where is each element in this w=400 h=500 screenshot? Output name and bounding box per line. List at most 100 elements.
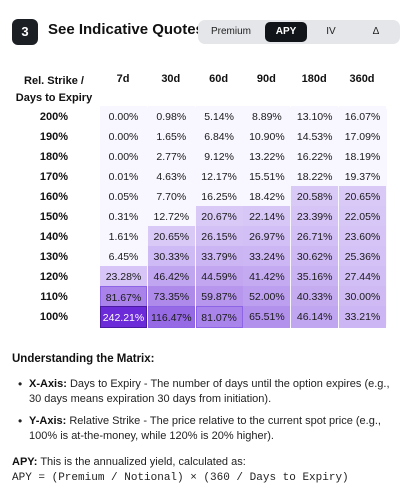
step-badge: 3 [12,19,38,45]
quote-cell[interactable]: 30.33% [147,246,195,268]
quote-cell[interactable]: 33.79% [195,246,243,268]
corner-label-line1: Rel. Strike / [24,75,84,87]
quote-cell[interactable]: 23.39% [291,206,339,228]
quote-cell[interactable]: 0.00% [100,146,147,168]
quote-cell[interactable]: 8.89% [243,106,291,128]
quote-cell[interactable]: 26.15% [195,226,243,248]
quote-cell[interactable]: 7.70% [147,186,195,208]
quote-cell[interactable]: 81.67% [100,286,147,308]
apy-text: This is the annualized yield, calculated… [40,456,246,468]
x-axis-text: Days to Expiry - The number of days unti… [29,378,390,405]
quote-cell[interactable]: 0.00% [100,126,147,148]
quote-cell[interactable]: 33.24% [243,246,291,268]
explanation-list: X-Axis: Days to Expiry - The number of d… [12,377,392,444]
quote-cell[interactable]: 18.42% [243,186,291,208]
row-label: 160% [39,191,69,203]
toggle-iv[interactable]: IV [326,26,336,37]
quote-cell[interactable]: 15.51% [243,166,291,188]
quote-cell[interactable]: 13.10% [291,106,339,128]
quote-cell[interactable]: 20.65% [339,186,386,208]
quote-cell[interactable]: 10.90% [243,126,291,148]
row-label: 150% [39,211,69,223]
quote-cell[interactable]: 20.67% [195,206,243,228]
quote-cell[interactable]: 26.71% [291,226,339,248]
quote-cell[interactable]: 0.01% [100,166,147,188]
x-axis-term: X-Axis: [29,378,67,390]
quote-cell[interactable]: 5.14% [195,106,243,128]
quote-cell[interactable]: 9.12% [195,146,243,168]
quote-cell[interactable]: 2.77% [147,146,195,168]
quote-cell[interactable]: 41.42% [243,266,291,288]
quote-cell[interactable]: 27.44% [339,266,386,288]
quote-cell[interactable]: 59.87% [195,286,243,308]
quote-cell[interactable]: 0.05% [100,186,147,208]
quote-cell[interactable]: 26.97% [243,226,291,248]
quote-cell[interactable]: 4.63% [147,166,195,188]
column-header: 180d [301,73,327,85]
row-label: 100% [39,311,69,323]
metric-toggle: Premium APY IV Δ [198,20,400,44]
apy-formula: APY = (Premium / Notional) × (360 / Days… [12,472,349,484]
quote-cell[interactable]: 23.60% [339,226,386,248]
column-header: 30d [161,73,181,85]
y-axis-text: Relative Strike - The price relative to … [29,415,381,442]
quote-cell[interactable]: 19.37% [339,166,386,188]
quote-cell[interactable]: 52.00% [243,286,291,308]
quote-cell[interactable]: 44.59% [195,266,243,288]
quote-cell[interactable]: 6.45% [100,246,147,268]
quote-cell[interactable]: 65.51% [243,306,291,328]
quote-cell[interactable]: 1.61% [100,226,147,248]
quote-cell[interactable]: 17.09% [339,126,386,148]
quote-cell[interactable]: 1.65% [147,126,195,148]
quote-cell[interactable]: 16.25% [195,186,243,208]
quote-cell[interactable]: 25.36% [339,246,386,268]
quote-cell[interactable]: 46.14% [291,306,339,328]
quote-cell[interactable]: 0.31% [100,206,147,228]
column-header: 90d [256,73,276,85]
quotes-header: 3 See Indicative Quotes Premium APY IV Δ [12,17,400,47]
quote-cell[interactable]: 12.72% [147,206,195,228]
row-label: 120% [39,271,69,283]
quote-cell[interactable]: 12.17% [195,166,243,188]
explanation-title: Understanding the Matrix: [12,353,155,365]
quote-cell[interactable]: 30.62% [291,246,339,268]
row-label: 190% [39,131,69,143]
quote-cell[interactable]: 16.07% [339,106,386,128]
quote-cell[interactable]: 20.58% [291,186,339,208]
quote-cell[interactable]: 40.33% [291,286,339,308]
quote-cell[interactable]: 30.00% [339,286,386,308]
quote-cell[interactable]: 242.21% [100,306,147,328]
quote-cell[interactable]: 81.07% [195,306,243,328]
toggle-premium[interactable]: Premium [210,26,251,37]
matrix-explanation: Understanding the Matrix: X-Axis: Days t… [12,353,392,484]
quote-cell[interactable]: 116.47% [147,306,195,328]
corner-label-line2: Days to Expiry [15,92,93,104]
quote-cell[interactable]: 46.42% [147,266,195,288]
quote-cell[interactable]: 73.35% [147,286,195,308]
quote-cell[interactable]: 13.22% [243,146,291,168]
toggle-delta[interactable]: Δ [372,26,380,37]
column-header: 360d [349,73,375,85]
row-label: 130% [39,251,69,263]
quote-cell[interactable]: 23.28% [100,266,147,288]
quote-cell[interactable]: 18.19% [339,146,386,168]
quote-cell[interactable]: 20.65% [147,226,195,248]
column-header: 60d [209,73,229,85]
apy-term: APY: [12,456,38,468]
y-axis-term: Y-Axis: [29,415,67,427]
matrix-corner-label: Rel. Strike / Days to Expiry [8,73,100,107]
quote-cell[interactable]: 18.22% [291,166,339,188]
apy-definition: APY: This is the annualized yield, calcu… [12,456,392,468]
toggle-apy[interactable]: APY [265,22,307,42]
quote-cell[interactable]: 14.53% [291,126,339,148]
quote-cell[interactable]: 0.98% [147,106,195,128]
quote-cell[interactable]: 6.84% [195,126,243,148]
quote-cell[interactable]: 33.21% [339,306,386,328]
x-axis-bullet: X-Axis: Days to Expiry - The number of d… [12,377,392,407]
quote-cell[interactable]: 0.00% [100,106,147,128]
quote-cell[interactable]: 22.05% [339,206,386,228]
quote-cell[interactable]: 16.22% [291,146,339,168]
quote-cell[interactable]: 22.14% [243,206,291,228]
quote-cell[interactable]: 35.16% [291,266,339,288]
row-label: 170% [39,171,69,183]
